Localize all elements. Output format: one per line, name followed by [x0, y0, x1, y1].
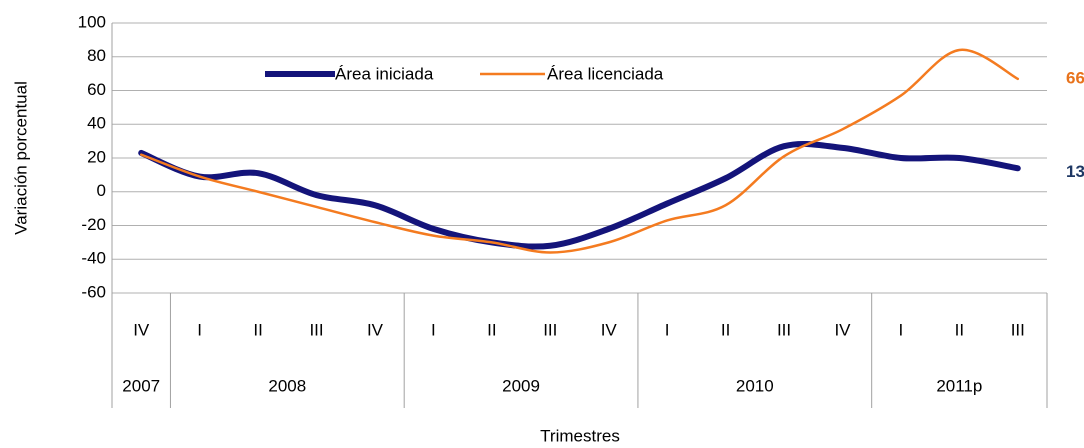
- x-tick-label: IV: [133, 320, 150, 339]
- data-label: 66,9: [1066, 68, 1084, 87]
- y-tick-label: 20: [87, 147, 106, 166]
- x-tick-label: IV: [834, 320, 851, 339]
- y-axis-title: Variación porcentual: [11, 81, 30, 235]
- line: [138, 140, 1021, 250]
- x-axis-title: Trimestres: [540, 426, 620, 445]
- y-tick-label: 0: [97, 181, 106, 200]
- x-tick-label: IV: [367, 320, 384, 339]
- x-tick-label: II: [721, 320, 730, 339]
- x-tick-label: III: [777, 320, 791, 339]
- y-tick-label: -60: [81, 282, 106, 301]
- y-tick-label: -20: [81, 215, 106, 234]
- y-tick-label: 60: [87, 80, 106, 99]
- legend-label: Área iniciada: [335, 64, 434, 83]
- legend-label: Área licenciada: [547, 64, 664, 83]
- line: [139, 48, 1020, 254]
- x-tick-label: III: [309, 320, 323, 339]
- year-label: 2008: [268, 376, 306, 395]
- y-tick-label: -40: [81, 249, 106, 268]
- y-tick-label: 80: [87, 46, 106, 65]
- data-label: 13,9: [1066, 162, 1084, 181]
- x-tick-label: II: [253, 320, 262, 339]
- x-tick-label: I: [197, 320, 202, 339]
- x-tick-label: II: [487, 320, 496, 339]
- year-label: 2011p: [936, 376, 982, 395]
- y-tick-label: 100: [78, 12, 106, 31]
- year-label: 2007: [122, 376, 160, 395]
- x-tick-label: I: [665, 320, 670, 339]
- x-tick-label: I: [899, 320, 904, 339]
- y-tick-label: 40: [87, 114, 106, 133]
- x-tick-label: III: [543, 320, 557, 339]
- x-tick-label: III: [1011, 320, 1025, 339]
- year-label: 2010: [736, 376, 774, 395]
- x-tick-label: IV: [601, 320, 618, 339]
- x-tick-label: II: [955, 320, 964, 339]
- x-tick-label: I: [431, 320, 436, 339]
- year-label: 2009: [502, 376, 540, 395]
